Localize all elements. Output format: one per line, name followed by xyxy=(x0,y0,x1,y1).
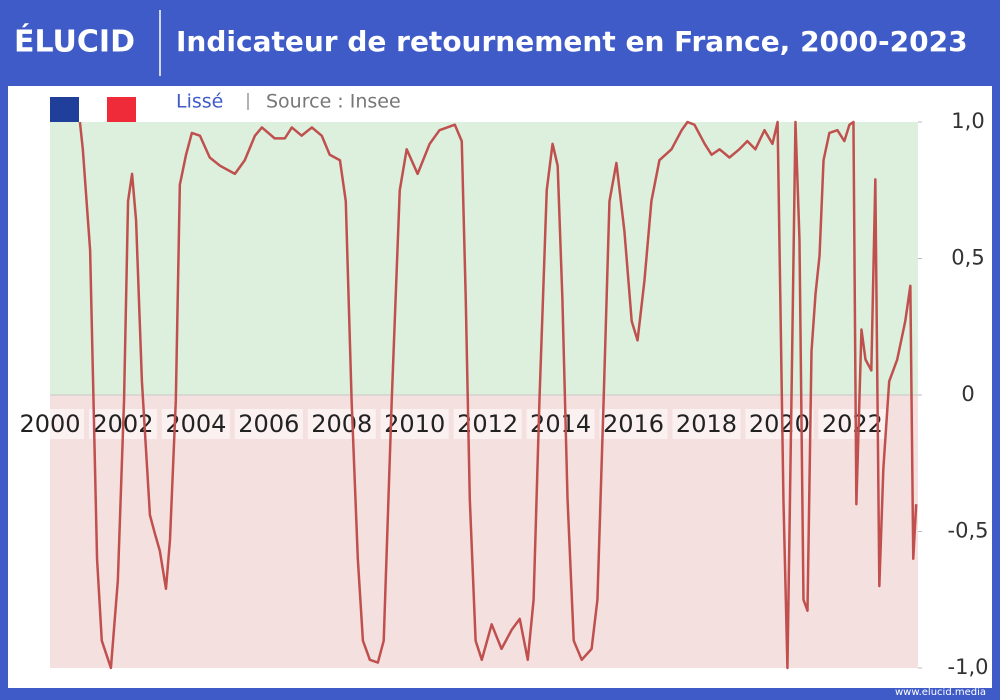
x-tick-label: 2020 xyxy=(749,410,810,438)
x-tick-background xyxy=(672,409,741,439)
y-tick-label: 0 xyxy=(961,382,974,406)
y-tick-label: 0,5 xyxy=(951,246,984,270)
x-tick-label: 2008 xyxy=(311,410,372,438)
subtitle: Lissé xyxy=(176,91,223,113)
x-tick-label: 2018 xyxy=(676,410,737,438)
x-tick-label: 2000 xyxy=(19,410,80,438)
brand: ÉLUCID xyxy=(14,24,135,60)
negative-zone xyxy=(50,395,918,668)
source: Source : Insee xyxy=(266,91,401,113)
x-tick-background xyxy=(818,409,887,439)
x-tick-background xyxy=(599,409,668,439)
x-tick-label: 2012 xyxy=(457,410,518,438)
x-tick-label: 2010 xyxy=(384,410,445,438)
chart-title: Indicateur de retournement en France, 20… xyxy=(176,25,968,58)
x-tick-background xyxy=(453,409,522,439)
x-tick-label: 2016 xyxy=(603,410,664,438)
x-tick-background xyxy=(16,409,84,439)
line xyxy=(78,120,918,670)
y-tick-label: 1,0 xyxy=(951,109,984,133)
x-tick-label: 2006 xyxy=(238,410,299,438)
x-tick-background xyxy=(234,409,303,439)
x-tick-label: 2022 xyxy=(822,410,883,438)
positive-zone xyxy=(50,122,918,395)
y-tick-label: -1,0 xyxy=(948,655,989,679)
footer: www.elucid.media xyxy=(895,687,986,698)
y-tick-label: -0,5 xyxy=(948,519,989,543)
x-tick-background xyxy=(307,409,376,439)
